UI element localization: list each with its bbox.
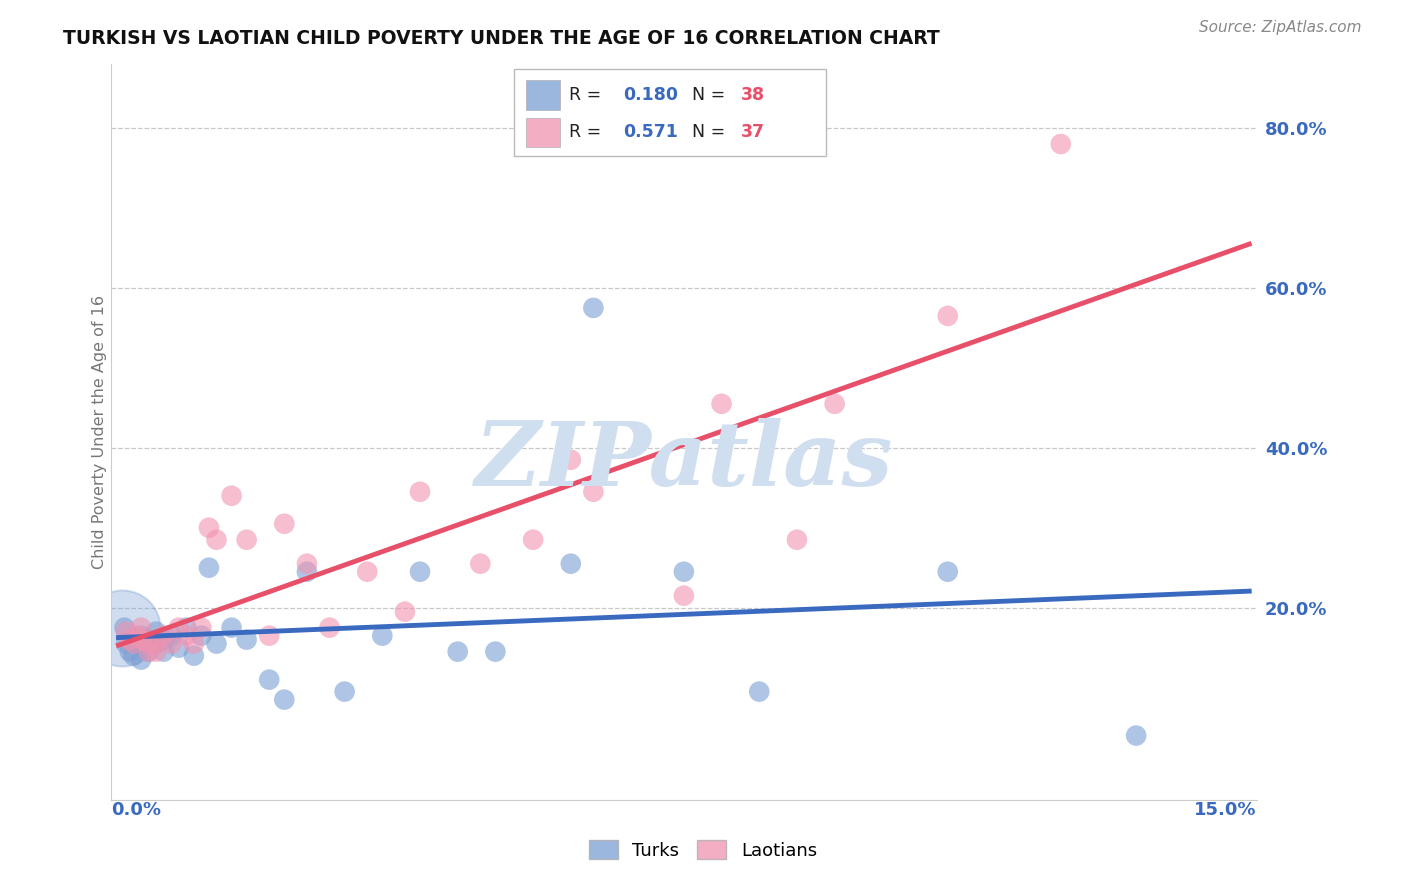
FancyBboxPatch shape (526, 80, 560, 110)
Point (672, 589, 695, 603)
Point (522, 533, 544, 547)
Point (183, 648, 205, 663)
Point (122, 648, 145, 663)
Point (118, 645, 141, 659)
Point (198, 560, 221, 574)
Point (129, 632, 152, 647)
Point (447, 645, 470, 659)
Point (122, 637, 145, 651)
Point (257, 673, 280, 687)
Point (484, 645, 506, 659)
Point (273, 692, 295, 706)
Point (371, 629, 394, 643)
Point (152, 629, 174, 643)
Point (115, 637, 138, 651)
Point (748, 684, 770, 698)
Point (183, 637, 205, 651)
Text: ZIPatlas: ZIPatlas (475, 418, 893, 505)
Point (936, 309, 959, 323)
Point (118, 632, 141, 647)
Point (409, 565, 432, 579)
Point (582, 301, 605, 315)
Point (409, 484, 432, 499)
Text: 0.0%: 0.0% (111, 801, 160, 819)
Point (273, 516, 295, 531)
Point (560, 557, 582, 571)
Text: 0.180: 0.180 (623, 86, 678, 104)
FancyBboxPatch shape (526, 118, 560, 147)
Text: N =: N = (692, 86, 731, 104)
Point (235, 533, 257, 547)
Point (710, 397, 733, 411)
Point (138, 632, 160, 647)
Point (205, 533, 228, 547)
Text: 37: 37 (741, 123, 765, 142)
Point (138, 645, 160, 659)
Point (176, 621, 198, 635)
Point (114, 621, 136, 635)
Point (127, 637, 149, 651)
Text: 15.0%: 15.0% (1194, 801, 1257, 819)
Point (134, 637, 156, 651)
Point (115, 624, 138, 639)
Point (295, 565, 318, 579)
Point (221, 621, 243, 635)
Point (160, 629, 183, 643)
Point (152, 645, 174, 659)
Point (235, 632, 257, 647)
Point (145, 637, 167, 651)
Y-axis label: Child Poverty Under the Age of 16: Child Poverty Under the Age of 16 (93, 294, 107, 569)
Point (160, 637, 183, 651)
Text: N =: N = (692, 123, 731, 142)
Point (145, 645, 167, 659)
Point (198, 521, 221, 535)
Point (295, 557, 318, 571)
Point (127, 629, 149, 643)
Point (190, 621, 212, 635)
Text: 38: 38 (741, 86, 765, 104)
Point (582, 484, 605, 499)
Point (138, 637, 160, 651)
Text: Source: ZipAtlas.com: Source: ZipAtlas.com (1198, 20, 1361, 35)
Point (1049, 136, 1071, 151)
Text: R =: R = (569, 123, 607, 142)
Point (129, 652, 152, 666)
Point (672, 565, 695, 579)
Point (167, 640, 190, 655)
Text: R =: R = (569, 86, 607, 104)
Point (560, 452, 582, 467)
Point (221, 489, 243, 503)
Point (470, 557, 492, 571)
Point (356, 565, 378, 579)
Point (145, 624, 167, 639)
Text: 0.571: 0.571 (623, 123, 678, 142)
Point (138, 645, 160, 659)
Point (1125, 729, 1147, 743)
Point (394, 605, 416, 619)
Point (129, 621, 152, 635)
Point (205, 637, 228, 651)
Point (176, 629, 198, 643)
Point (318, 621, 340, 635)
Point (824, 397, 846, 411)
Point (257, 629, 280, 643)
Point (145, 637, 167, 651)
Point (936, 565, 959, 579)
Legend: Turks, Laotians: Turks, Laotians (582, 833, 824, 867)
Point (190, 629, 212, 643)
Point (333, 684, 356, 698)
Point (152, 632, 174, 647)
Text: TURKISH VS LAOTIAN CHILD POVERTY UNDER THE AGE OF 16 CORRELATION CHART: TURKISH VS LAOTIAN CHILD POVERTY UNDER T… (63, 29, 941, 48)
Point (786, 533, 808, 547)
Point (167, 621, 190, 635)
Point (122, 632, 145, 647)
Point (129, 629, 152, 643)
FancyBboxPatch shape (515, 70, 825, 156)
Point (111, 621, 134, 635)
